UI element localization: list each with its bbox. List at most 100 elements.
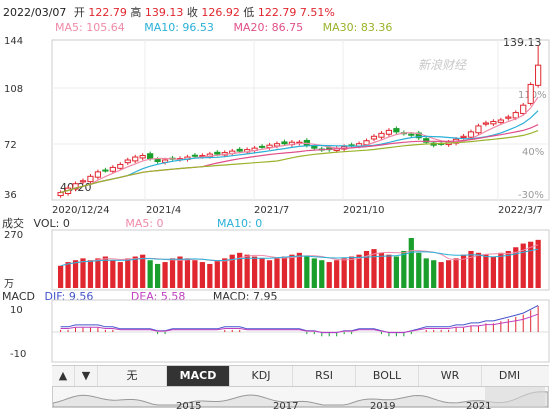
tab-wr[interactable]: WR (419, 366, 482, 386)
volume-bar (237, 252, 243, 288)
volume-bar (281, 256, 288, 288)
tab-macd[interactable]: MACD (167, 366, 230, 386)
volume-bar (132, 256, 138, 288)
candle-body (497, 119, 504, 123)
volume-bar (58, 265, 64, 288)
volume-bar (371, 249, 377, 288)
volume-unit: 万 (4, 279, 14, 290)
panel-frame (51, 299, 550, 363)
volume-bar (95, 258, 101, 288)
ma10-legend: MA10: 96.53 (144, 21, 214, 34)
navigator-sparkline (53, 387, 548, 407)
volume-bar (199, 262, 205, 288)
volume-bar (341, 258, 347, 288)
volume-bar (423, 258, 429, 288)
volume-bar (192, 260, 198, 288)
close-label: 收 (186, 6, 198, 19)
nav-year-2019: 2019 (370, 401, 396, 412)
volume-bar (65, 262, 71, 288)
volume-bar (274, 258, 280, 288)
volume-bar (147, 260, 153, 288)
ma5-legend: MA5: 105.64 (55, 21, 125, 34)
candle-body (535, 64, 542, 86)
tab-rsi[interactable]: RSI (293, 366, 356, 386)
volume-bar (229, 254, 235, 288)
price-tick-108: 108 (4, 84, 24, 95)
vol-ma10: MA10: 0 (217, 217, 263, 230)
scroll-up-button[interactable]: ▲ (52, 366, 75, 386)
volume-bar (349, 256, 355, 288)
macd-dea-line (60, 313, 539, 333)
price-tick-72: 72 (4, 140, 17, 151)
candle-body (214, 151, 221, 155)
volume-bar (483, 254, 489, 288)
candle-body (117, 163, 124, 169)
pct-tick-neg30: -30% (518, 190, 544, 201)
navigator-window[interactable] (485, 387, 545, 407)
volume-bar (72, 260, 79, 288)
ma10-line (60, 110, 539, 194)
scroll-down-button[interactable]: ▼ (75, 366, 98, 386)
open-label: 开 (73, 6, 85, 19)
candle-body (311, 145, 318, 149)
candle-body (94, 171, 102, 178)
tab-none[interactable]: 无 (98, 366, 167, 386)
candle-body (87, 175, 94, 183)
volume-bar (535, 239, 541, 288)
volume-bar (431, 260, 437, 288)
candle-body (132, 156, 139, 162)
volume-bar (244, 254, 250, 288)
volume-bar (438, 262, 444, 288)
vol-ma5: MA5: 0 (125, 217, 164, 230)
open-value: 122.79 (88, 6, 127, 19)
candle-body (370, 135, 378, 140)
ma20-legend: MA20: 86.75 (233, 21, 304, 34)
candle-body (527, 83, 534, 104)
candle-body (57, 192, 64, 197)
volume-bar (222, 258, 228, 288)
quote-header: 2022/03/07 开 122.79 高 139.13 收 126.92 低 … (3, 4, 335, 20)
time-navigator[interactable] (52, 386, 549, 408)
volume-bar (498, 252, 504, 288)
volume-bar (207, 263, 213, 288)
volume-bar (446, 260, 452, 288)
tab-dmi[interactable]: DMI (498, 369, 521, 382)
close-value: 126.92 (201, 6, 240, 19)
candle-body (520, 104, 527, 114)
candle-body (393, 128, 400, 133)
volume-bar (475, 252, 482, 288)
volume-bar (87, 260, 94, 288)
candle-body (482, 122, 490, 125)
nav-year-2015: 2015 (176, 401, 202, 412)
volume-bar (468, 250, 474, 288)
volume-bar (356, 254, 362, 288)
volume-bar (378, 252, 385, 288)
volume-bar (528, 241, 534, 288)
date-tick-2: 2021/7 (254, 205, 290, 216)
volume-bar (520, 243, 526, 288)
candle-body (109, 166, 116, 172)
volume-bar (505, 250, 511, 288)
volume-bar (334, 260, 340, 288)
candle-body (512, 112, 519, 119)
ma30-line (60, 130, 539, 194)
candle-body (102, 169, 109, 172)
volume-bar (408, 238, 414, 288)
volume-title: 成交 (2, 217, 24, 230)
candle-body (475, 125, 482, 134)
volume-tick-top: 270 (4, 230, 24, 241)
volume-bar (169, 258, 176, 288)
vol-value: VOL: 0 (33, 217, 70, 230)
quote-date: 2022/03/07 (3, 6, 67, 19)
volume-bar (102, 256, 108, 288)
tab-kdj[interactable]: KDJ (230, 366, 293, 386)
low-value: 122.79 (257, 6, 297, 19)
tab-boll[interactable]: BOLL (356, 366, 419, 386)
macd-title: MACD (2, 290, 35, 303)
volume-bar (80, 258, 86, 288)
nav-year-2021: 2021 (466, 401, 492, 412)
stock-chart[interactable] (0, 0, 555, 365)
candle-body (423, 138, 430, 143)
volume-bar (177, 256, 183, 288)
volume-bar (155, 263, 161, 288)
